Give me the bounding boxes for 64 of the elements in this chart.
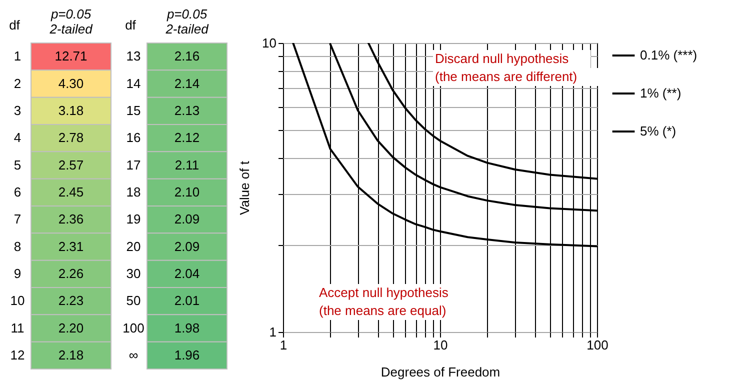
data-label: 2.04 [174, 266, 200, 281]
x-tick-label: p=0.05 2-tailed [164, 6, 210, 36]
data-label: 2.12 [174, 130, 200, 146]
y-tick-label: 100 [122, 320, 144, 336]
y-tick-label: 16 [126, 130, 141, 146]
y-tick-label: 17 [126, 157, 141, 172]
annotation: Accept null hypothesis [319, 285, 449, 300]
y-tick-label: 20 [126, 238, 141, 254]
data-label: 2.09 [174, 212, 200, 227]
annotation: (the means are different) [435, 69, 578, 84]
y-tick-label: 10 [10, 293, 25, 308]
data-label: 2.18 [58, 347, 84, 362]
y-tick-label: 3 [14, 102, 22, 118]
data-label: 2.13 [174, 102, 200, 118]
x-tick-label: 10 [433, 338, 448, 352]
data-label: 2.78 [58, 130, 84, 146]
data-label: 2.57 [58, 157, 84, 172]
x-tick-label: p=0.05 2-tailed [48, 6, 94, 36]
data-label: 2.20 [58, 320, 84, 336]
y-tick-label: 18 [126, 184, 141, 200]
data-label: 2.11 [174, 157, 200, 172]
y-tick-label: 15 [126, 102, 141, 118]
y-axis-title: df [9, 18, 20, 32]
annotation: Discard null hypothesis [435, 51, 570, 66]
y-tick-label: 13 [126, 48, 141, 64]
data-label: 3.18 [58, 102, 84, 118]
data-label: 2.14 [174, 76, 200, 91]
y-tick-label: 9 [14, 266, 22, 281]
y-tick-label: 1 [14, 48, 22, 64]
x-tick-label: 1 [280, 338, 288, 352]
data-label: 12.71 [54, 48, 88, 64]
legend-label: 1% (**) [640, 86, 682, 100]
y-tick-label: 19 [126, 212, 141, 227]
y-axis-title: Value of t [237, 160, 252, 215]
data-label: 1.98 [174, 320, 200, 336]
legend-label: 0.1% (***) [640, 48, 698, 62]
data-label: 4.30 [58, 76, 84, 91]
data-label: 2.26 [58, 266, 84, 281]
y-tick-label: ∞ [128, 347, 138, 362]
y-tick-label: 6 [14, 184, 22, 200]
y-axis-title: df [125, 18, 136, 32]
y-tick-label: 30 [126, 266, 141, 281]
x-tick-label: 100 [586, 338, 608, 352]
data-label: 2.01 [174, 293, 200, 308]
y-tick-label: 12 [10, 347, 25, 362]
data-label: 1.96 [174, 347, 200, 362]
data-label: 2.45 [58, 184, 84, 200]
y-tick-label: 4 [14, 130, 22, 146]
data-label: 2.09 [174, 238, 200, 254]
y-tick-label: 11 [10, 320, 24, 336]
data-label: 2.16 [174, 48, 200, 64]
legend-label: 5% (*) [640, 124, 676, 138]
data-label: 2.10 [174, 184, 200, 200]
y-tick-label: 7 [14, 212, 22, 227]
y-tick-label: 5 [14, 157, 22, 172]
data-label: 2.36 [58, 212, 84, 227]
annotation: (the means are equal) [319, 303, 446, 318]
y-tick-label: 50 [126, 293, 141, 308]
y-tick-label: 8 [14, 238, 22, 254]
y-tick-label: 2 [14, 76, 22, 91]
x-axis-title: Degrees of Freedom [380, 364, 500, 380]
data-label: 2.23 [58, 293, 84, 308]
y-tick-label: 14 [126, 76, 141, 91]
data-label: 2.31 [58, 238, 84, 254]
